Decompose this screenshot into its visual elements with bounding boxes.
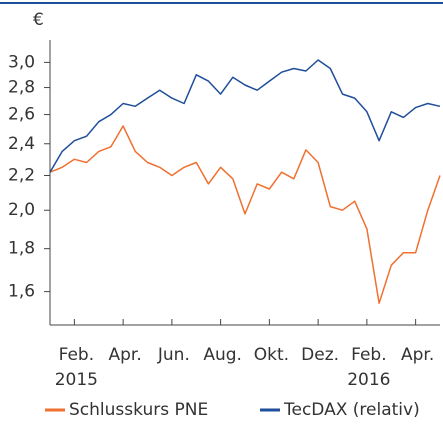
- y-tick-label: 2,8: [8, 78, 35, 98]
- x-tick-label: Jun.: [157, 345, 190, 365]
- line-series: [49, 125, 441, 304]
- y-axis-label: €: [33, 10, 44, 30]
- x-tick-label: Apr.: [401, 345, 434, 365]
- x-tick-label: Apr.: [108, 345, 141, 365]
- y-tick-label: 2,2: [8, 165, 35, 185]
- y-tick-label: 2,4: [8, 134, 35, 154]
- y-tick-label: 1,6: [8, 282, 35, 302]
- x-year-label: 2015: [55, 370, 98, 390]
- y-tick-label: 1,8: [8, 239, 35, 259]
- x-tick-label: Okt.: [254, 345, 289, 365]
- y-tick-label: 2,0: [8, 200, 35, 220]
- line-series: [49, 59, 441, 173]
- x-tick-label: Feb.: [351, 345, 387, 365]
- x-tick-label: Aug.: [203, 345, 242, 365]
- legend-label: Schlusskurs PNE: [69, 400, 208, 420]
- x-year-label: 2016: [347, 370, 390, 390]
- x-tick-label: Feb.: [59, 345, 95, 365]
- legend-label: TecDAX (relativ): [283, 400, 420, 420]
- y-tick-label: 2,6: [8, 105, 35, 125]
- y-tick-label: 3,0: [8, 52, 35, 72]
- x-tick-label: Dez.: [301, 345, 339, 365]
